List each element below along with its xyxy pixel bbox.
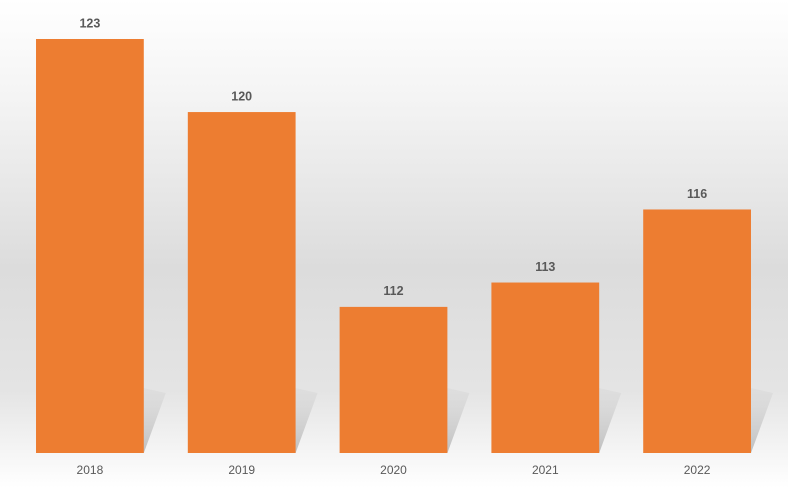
bar	[491, 282, 600, 453]
bar	[36, 39, 144, 453]
data-label: 116	[687, 187, 707, 201]
data-label: 123	[79, 16, 100, 30]
x-tick-label: 2020	[380, 463, 407, 477]
x-tick-label: 2018	[77, 463, 104, 477]
x-tick-label: 2019	[228, 463, 255, 477]
x-tick-label: 2022	[684, 463, 711, 477]
bar	[339, 306, 448, 453]
x-tick-label: 2021	[532, 463, 559, 477]
bar	[187, 112, 296, 453]
data-label: 120	[231, 89, 252, 103]
bar	[643, 209, 751, 453]
data-label: 112	[383, 284, 403, 298]
data-label: 113	[535, 260, 555, 274]
